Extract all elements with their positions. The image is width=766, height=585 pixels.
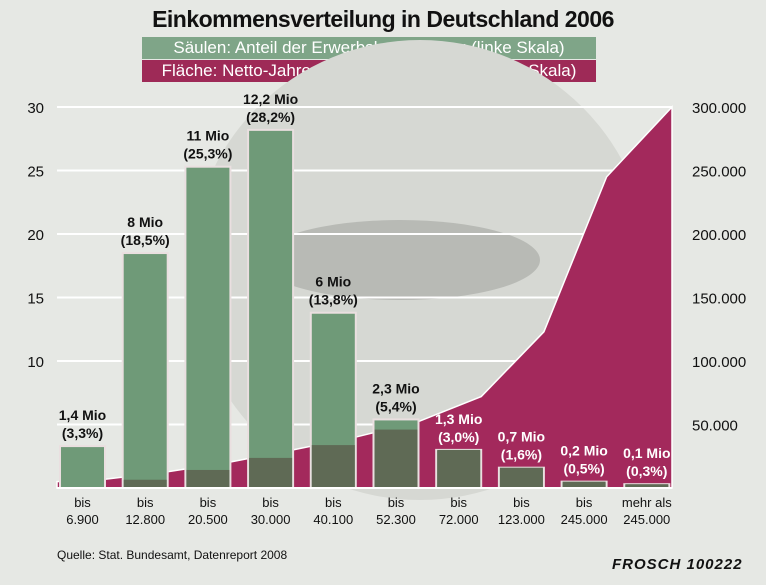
bar-label-percent: (0,5%) xyxy=(563,461,604,477)
left-tick-label: 30 xyxy=(27,100,44,117)
category-label: 123.000 xyxy=(498,512,545,527)
bar-label: 11 Mio xyxy=(187,128,230,144)
category-label: bis xyxy=(262,495,279,510)
bar-label: 2,3 Mio xyxy=(372,380,419,396)
left-tick-label: 15 xyxy=(27,291,44,308)
bar-label-percent: (25,3%) xyxy=(183,146,232,162)
right-tick-label: 300.000 xyxy=(692,100,746,117)
bar-label: 6 Mio xyxy=(315,274,351,290)
bar-label: 0,7 Mio xyxy=(498,429,545,445)
bar-overlap xyxy=(311,445,355,488)
bar-label-percent: (3,0%) xyxy=(438,429,479,445)
category-label: 20.500 xyxy=(188,512,228,527)
left-tick-label: 10 xyxy=(27,354,44,371)
bar-label: 0,1 Mio xyxy=(623,445,670,461)
category-label: 52.300 xyxy=(376,512,416,527)
right-tick-label: 250.000 xyxy=(692,164,746,181)
category-label: bis xyxy=(513,495,530,510)
category-label: 40.100 xyxy=(313,512,353,527)
source-note: Quelle: Stat. Bundesamt, Datenreport 200… xyxy=(57,548,288,562)
right-tick-label: 150.000 xyxy=(692,291,746,308)
bar-label-percent: (3,3%) xyxy=(62,425,103,441)
background-portrait-shade xyxy=(260,220,540,300)
bar-overlap xyxy=(499,467,543,488)
bar-label-percent: (18,5%) xyxy=(121,232,170,248)
bar-label: 0,2 Mio xyxy=(560,443,607,459)
bar-label: 1,3 Mio xyxy=(435,411,482,427)
bar xyxy=(59,445,106,489)
bar-label-percent: (28,2%) xyxy=(246,109,295,125)
category-label: 245.000 xyxy=(623,512,670,527)
category-label: bis xyxy=(137,495,154,510)
right-tick-label: 100.000 xyxy=(692,354,746,371)
bar-label-percent: (5,4%) xyxy=(375,398,416,414)
category-label: bis xyxy=(450,495,467,510)
category-label: 6.900 xyxy=(66,512,99,527)
bar xyxy=(184,165,232,489)
category-label: 12.800 xyxy=(125,512,165,527)
category-label: 245.000 xyxy=(561,512,608,527)
left-tick-label: 20 xyxy=(27,227,44,244)
bar-overlap xyxy=(186,469,230,488)
bar-label-percent: (1,6%) xyxy=(501,447,542,463)
bar-overlap xyxy=(374,429,418,488)
category-label: 72.000 xyxy=(439,512,479,527)
category-label: bis xyxy=(200,495,217,510)
bar-overlap xyxy=(123,479,167,488)
category-label: mehr als xyxy=(622,495,672,510)
bar-overlap xyxy=(562,481,606,488)
bar-overlap xyxy=(249,457,293,488)
bar-label: 8 Mio xyxy=(127,214,163,230)
bar-label-percent: (13,8%) xyxy=(309,292,358,308)
right-tick-label: 50.000 xyxy=(692,418,738,435)
bar-label-percent: (0,3%) xyxy=(626,463,667,479)
category-label: bis xyxy=(325,495,342,510)
artist-signature: FROSCH 100222 xyxy=(612,556,743,573)
bar-label: 1,4 Mio xyxy=(59,407,106,423)
bar-overlap xyxy=(437,449,481,488)
bar xyxy=(121,252,169,489)
category-label: bis xyxy=(576,495,593,510)
chart-title: Einkommensverteilung in Deutschland 2006 xyxy=(152,6,614,32)
category-label: 30.000 xyxy=(251,512,291,527)
category-label: bis xyxy=(74,495,91,510)
right-tick-label: 200.000 xyxy=(692,227,746,244)
bar-overlap xyxy=(625,484,669,488)
category-label: bis xyxy=(388,495,405,510)
bar-label: 12,2 Mio xyxy=(243,91,298,107)
bar xyxy=(247,128,295,490)
left-tick-label: 25 xyxy=(27,164,44,181)
